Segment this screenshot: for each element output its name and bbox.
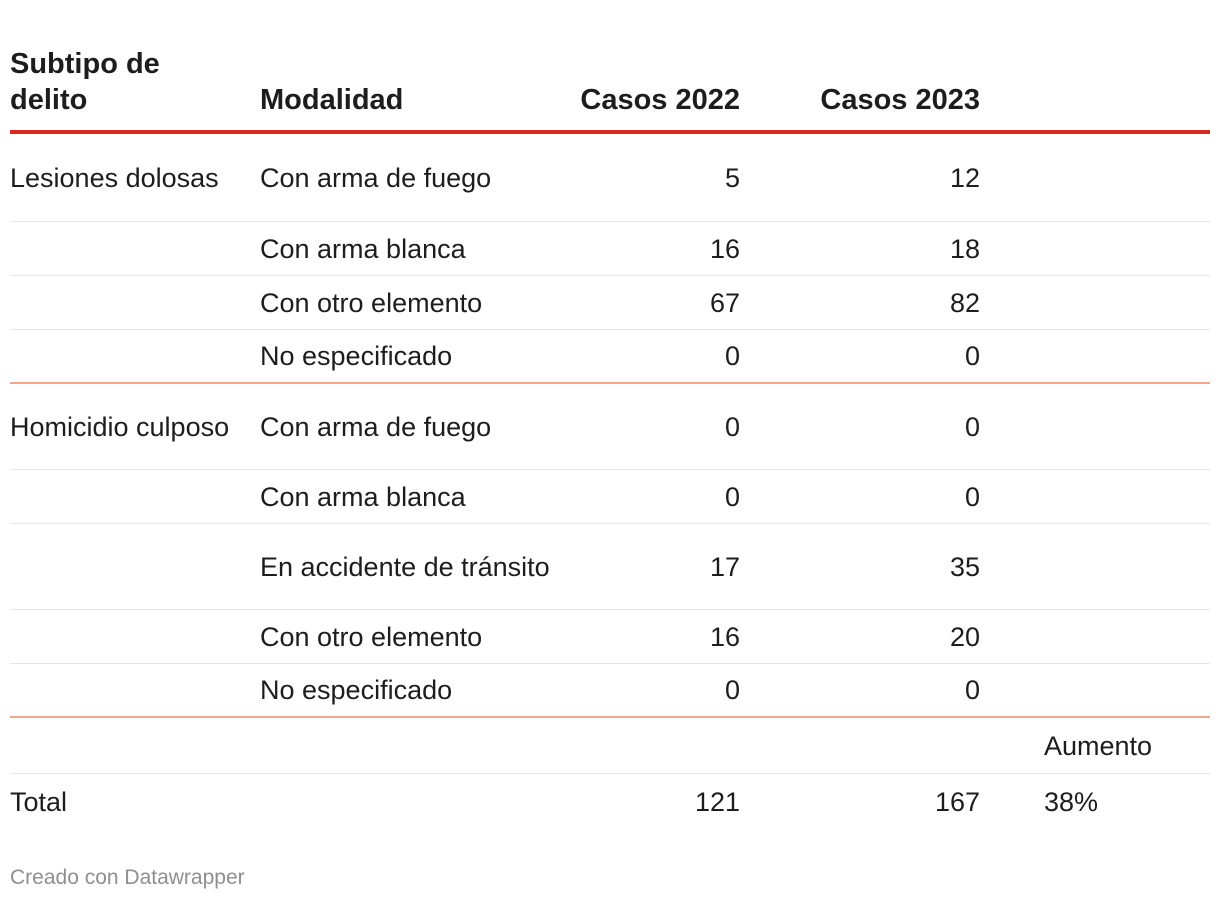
table-header: Subtipo de delito Modalidad Casos 2022 C… bbox=[10, 0, 1210, 134]
cell-casos-2023 bbox=[810, 718, 980, 773]
cell-casos-2023: 12 bbox=[949, 162, 980, 193]
cell-extra bbox=[1044, 276, 1210, 329]
table-row: Con otro elemento 16 20 bbox=[10, 610, 1210, 664]
cell-subtipo: Total bbox=[10, 787, 68, 817]
cell-casos-2022: 5 bbox=[724, 162, 740, 193]
cell-extra bbox=[1044, 134, 1210, 221]
cell-subtipo bbox=[10, 664, 250, 716]
cell-extra: 38% bbox=[1044, 787, 1099, 817]
cell-casos-2022: 121 bbox=[694, 787, 740, 817]
cell-extra bbox=[1044, 330, 1210, 382]
cell-subtipo bbox=[10, 610, 250, 663]
cell-casos-2023: 35 bbox=[949, 551, 980, 582]
cell-casos-2022: 16 bbox=[709, 621, 740, 652]
cell-casos-2022: 16 bbox=[709, 233, 740, 264]
cell-modalidad: Con otro elemento bbox=[260, 621, 483, 652]
cell-modalidad bbox=[260, 774, 550, 830]
data-table: Subtipo de delito Modalidad Casos 2022 C… bbox=[10, 0, 1210, 830]
cell-casos-2023: 0 bbox=[964, 411, 980, 442]
cell-modalidad: Con arma de fuego bbox=[260, 162, 492, 193]
table-row: Lesiones dolosas Con arma de fuego 5 12 bbox=[10, 134, 1210, 222]
cell-subtipo: Homicidio culposo bbox=[10, 411, 230, 442]
cell-casos-2022: 0 bbox=[724, 481, 740, 512]
cell-extra bbox=[1044, 384, 1210, 469]
cell-modalidad: No especificado bbox=[260, 675, 453, 705]
cell-subtipo bbox=[10, 222, 250, 275]
header-casos-2023: Casos 2023 bbox=[820, 84, 980, 116]
cell-subtipo bbox=[10, 330, 250, 382]
cell-extra bbox=[1044, 524, 1210, 609]
cell-casos-2022: 0 bbox=[724, 341, 740, 371]
cell-casos-2022: 17 bbox=[709, 551, 740, 582]
cell-extra bbox=[1044, 222, 1210, 275]
table-row: No especificado 0 0 bbox=[10, 664, 1210, 718]
cell-casos-2023: 0 bbox=[964, 481, 980, 512]
cell-subtipo bbox=[10, 524, 250, 609]
cell-casos-2022 bbox=[570, 718, 740, 773]
cell-casos-2023: 18 bbox=[949, 233, 980, 264]
cell-modalidad: Con arma blanca bbox=[260, 233, 466, 264]
header-modalidad: Modalidad bbox=[260, 84, 404, 116]
table-row: Con arma blanca 16 18 bbox=[10, 222, 1210, 276]
table-row: Con arma blanca 0 0 bbox=[10, 470, 1210, 524]
table-row: En accidente de tránsito 17 35 bbox=[10, 524, 1210, 610]
cell-subtipo bbox=[10, 276, 250, 329]
cell-modalidad: Con otro elemento bbox=[260, 287, 483, 318]
header-subtipo: Subtipo de delito bbox=[10, 48, 160, 116]
cell-modalidad: No especificado bbox=[260, 341, 453, 371]
table-row: Aumento bbox=[10, 718, 1210, 774]
table-row: No especificado 0 0 bbox=[10, 330, 1210, 384]
cell-subtipo bbox=[10, 470, 250, 523]
cell-modalidad bbox=[260, 718, 550, 773]
cell-casos-2022: 0 bbox=[724, 411, 740, 442]
cell-modalidad: Con arma de fuego bbox=[260, 411, 492, 442]
cell-modalidad: Con arma blanca bbox=[260, 481, 466, 512]
cell-casos-2023: 167 bbox=[934, 787, 980, 817]
cell-extra bbox=[1044, 470, 1210, 523]
cell-subtipo bbox=[10, 718, 250, 773]
cell-extra: Aumento bbox=[1044, 730, 1153, 761]
cell-modalidad: En accidente de tránsito bbox=[260, 551, 550, 582]
cell-casos-2023: 20 bbox=[949, 621, 980, 652]
table-body: Lesiones dolosas Con arma de fuego 5 12 Con … bbox=[10, 134, 1210, 830]
cell-extra bbox=[1044, 610, 1210, 663]
table-row: Total 121 167 38% bbox=[10, 774, 1210, 830]
cell-casos-2023: 0 bbox=[964, 675, 980, 705]
header-casos-2022: Casos 2022 bbox=[580, 84, 740, 116]
cell-casos-2023: 82 bbox=[949, 287, 980, 318]
cell-casos-2023: 0 bbox=[964, 341, 980, 371]
table-row: Con otro elemento 67 82 bbox=[10, 276, 1210, 330]
datawrapper-credit: Creado con Datawrapper bbox=[10, 866, 245, 889]
cell-subtipo: Lesiones dolosas bbox=[10, 162, 219, 193]
cell-extra bbox=[1044, 664, 1210, 716]
cell-casos-2022: 67 bbox=[709, 287, 740, 318]
cell-casos-2022: 0 bbox=[724, 675, 740, 705]
table-row: Homicidio culposo Con arma de fuego 0 0 bbox=[10, 384, 1210, 470]
